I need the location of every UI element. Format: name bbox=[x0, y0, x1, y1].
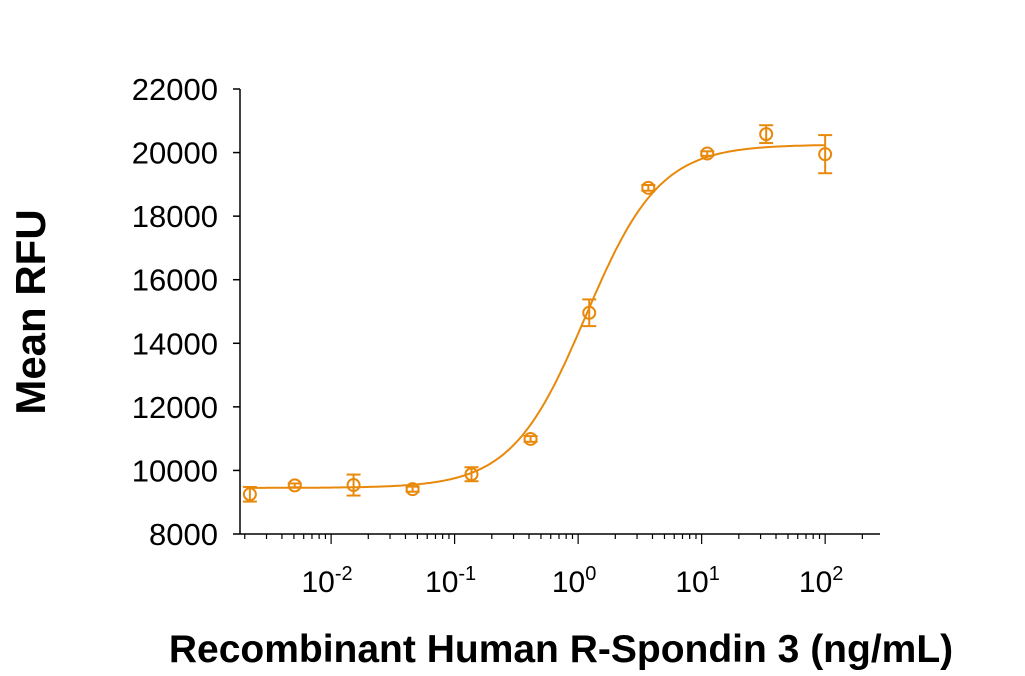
point-marker bbox=[405, 482, 420, 497]
data-point bbox=[464, 466, 479, 483]
point-marker bbox=[700, 146, 715, 161]
y-tick-label: 12000 bbox=[132, 390, 218, 425]
point-marker bbox=[759, 127, 774, 142]
data-point bbox=[287, 478, 302, 493]
fit-curve bbox=[249, 144, 826, 489]
x-tick-label: 10-1 bbox=[425, 563, 476, 599]
data-point bbox=[523, 431, 538, 446]
x-tick-label: 100 bbox=[552, 563, 597, 599]
data-point bbox=[582, 298, 597, 328]
point-marker bbox=[523, 431, 538, 446]
y-tick-label: 10000 bbox=[132, 453, 218, 488]
data-point bbox=[346, 473, 361, 497]
y-tick-label: 22000 bbox=[132, 72, 218, 107]
data-point bbox=[759, 124, 774, 145]
y-axis-title: Mean RFU bbox=[7, 209, 54, 414]
point-marker bbox=[464, 467, 479, 482]
y-tick-label: 18000 bbox=[132, 199, 218, 234]
x-tick-label: 101 bbox=[675, 563, 720, 599]
point-marker bbox=[346, 478, 361, 493]
y-tick-label: 14000 bbox=[132, 326, 218, 361]
point-marker bbox=[242, 487, 257, 502]
data-point bbox=[641, 180, 656, 195]
point-marker bbox=[641, 180, 656, 195]
point-marker bbox=[287, 478, 302, 493]
data-point bbox=[818, 134, 833, 175]
y-tick-label: 8000 bbox=[149, 517, 218, 552]
data-point bbox=[242, 485, 257, 503]
x-tick-label: 10-2 bbox=[302, 563, 353, 599]
x-tick-label: 102 bbox=[799, 563, 844, 599]
data-point bbox=[405, 482, 420, 497]
point-marker bbox=[582, 305, 597, 320]
point-marker bbox=[818, 147, 833, 162]
data-point bbox=[700, 146, 715, 161]
y-tick-label: 20000 bbox=[132, 136, 218, 171]
x-axis-title: Recombinant Human R-Spondin 3 (ng/mL) bbox=[169, 628, 953, 671]
y-tick-label: 16000 bbox=[132, 263, 218, 298]
